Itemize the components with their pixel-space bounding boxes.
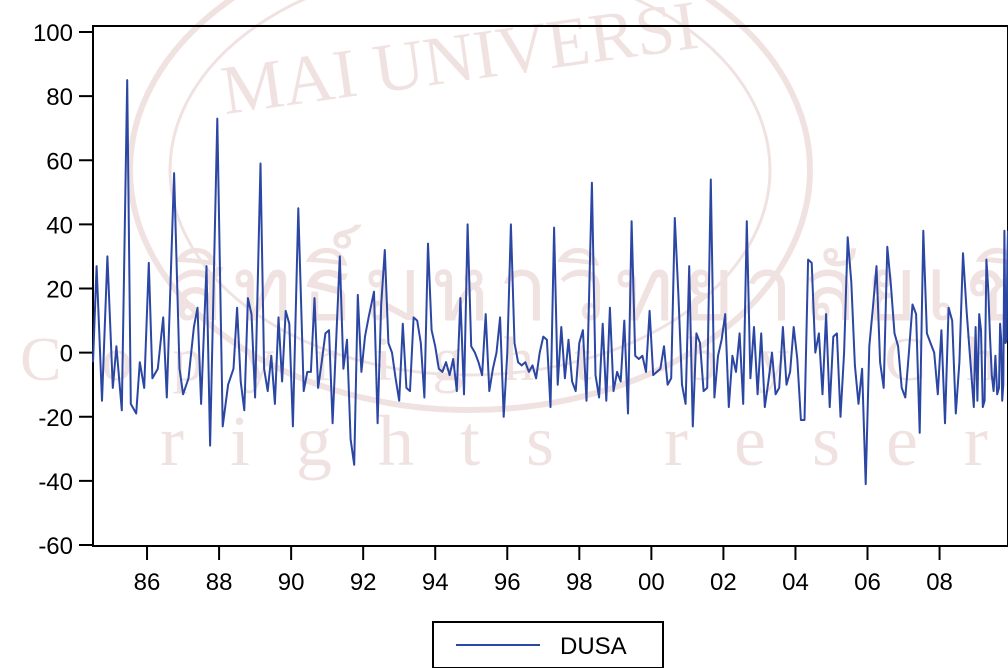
legend-label-dusa: DUSA (560, 633, 627, 660)
y-tick-label: 20 (46, 277, 73, 304)
x-tick-label: 06 (854, 569, 881, 596)
plot-area (92, 25, 1008, 547)
x-tick-label: 94 (422, 569, 449, 596)
y-tick-label: -60 (38, 533, 73, 560)
svg-text:rights reserved: rights reserved (160, 401, 1008, 481)
y-tick-label: 0 (60, 341, 73, 368)
legend: DUSA (432, 621, 664, 668)
x-tick-label: 86 (134, 569, 161, 596)
x-axis: 86 88 90 92 94 96 98 00 02 04 06 08 (134, 546, 953, 596)
x-tick-label: 88 (206, 569, 233, 596)
svg-text:MAI UNIVERSI: MAI UNIVERSI (216, 0, 702, 130)
x-tick-label: 00 (638, 569, 665, 596)
x-tick-label: 92 (350, 569, 377, 596)
y-axis: -60 -40 -20 0 20 40 60 80 100 (33, 20, 93, 560)
x-tick-label: 90 (278, 569, 305, 596)
series-line-dusa (92, 79, 1008, 486)
watermark: MAI UNIVERSI สิทธิ์มหาวิทยาลัยเชียงใหม่ … (20, 0, 1008, 481)
x-tick-label: 98 (566, 569, 593, 596)
y-tick-label: 100 (33, 20, 73, 47)
y-tick-label: -20 (38, 405, 73, 432)
y-tick-label: 80 (46, 84, 73, 111)
x-tick-label: 08 (926, 569, 953, 596)
x-tick-label: 04 (782, 569, 809, 596)
y-tick-label: -40 (38, 469, 73, 496)
x-tick-label: 02 (710, 569, 737, 596)
y-tick-label: 40 (46, 212, 73, 239)
y-tick-label: 60 (46, 148, 73, 175)
x-tick-label: 96 (494, 569, 521, 596)
